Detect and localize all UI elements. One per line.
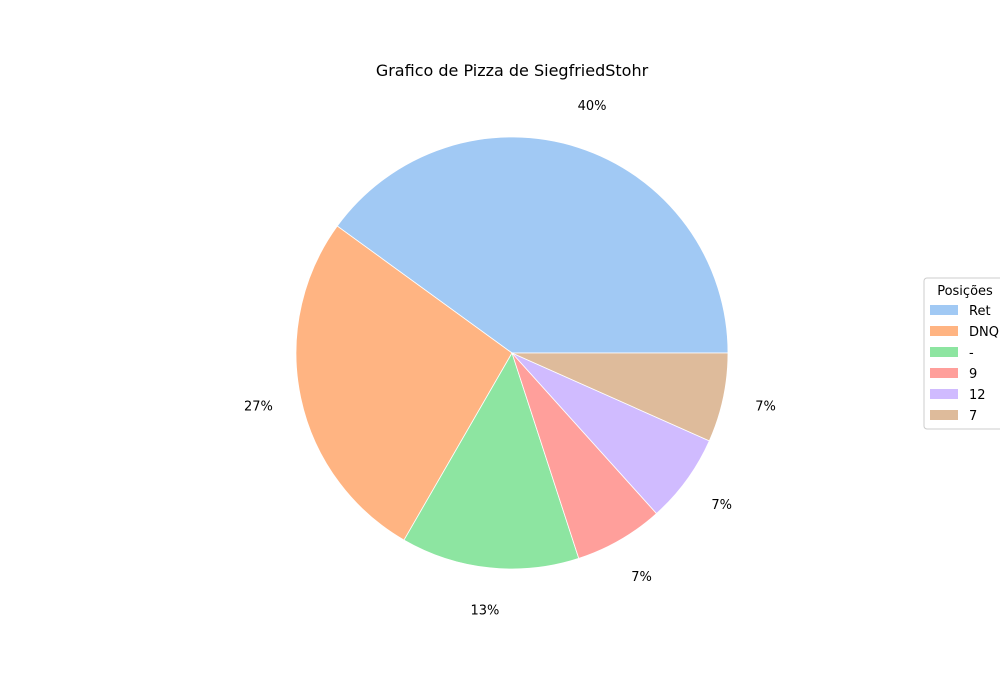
legend: Posições Ret DNQ - 9 12 7: [923, 277, 1000, 430]
legend-swatch-7: [930, 410, 958, 420]
pie-percent-label-12: 7%: [711, 498, 732, 513]
pie-slice-dash: [403, 352, 580, 570]
legend-label-dnq: DNQ: [969, 325, 999, 340]
pie-percent-label-dnq: 27%: [244, 399, 273, 414]
pie-percent-label-7: 7%: [755, 399, 776, 414]
legend-label-7: 7: [969, 409, 977, 424]
pie-percent-label-ret: 40%: [578, 99, 607, 114]
legend-swatch-9: [930, 368, 958, 378]
pie-percent-label-dash: 13%: [470, 603, 499, 618]
legend-items: Ret DNQ - 9 12 7: [930, 304, 999, 424]
pie-slice-ret: [336, 136, 729, 354]
legend-swatch-dash: [930, 347, 958, 357]
legend-label-dash: -: [969, 346, 974, 361]
legend-label-12: 12: [969, 388, 986, 403]
pie-slices: [295, 136, 729, 570]
legend-swatch-12: [930, 389, 958, 399]
legend-label-ret: Ret: [969, 304, 991, 319]
pie-slice-7: [511, 352, 729, 442]
chart-title: Grafico de Pizza de SiegfriedStohr: [376, 61, 649, 80]
legend-title: Posições: [937, 284, 993, 299]
legend-swatch-dnq: [930, 326, 958, 336]
pie-percent-label-9: 7%: [631, 570, 652, 585]
legend-swatch-ret: [930, 305, 958, 315]
pie-percent-labels: 40% 27% 13% 7% 7% 7%: [244, 99, 776, 618]
legend-label-9: 9: [969, 367, 977, 382]
pie-slice-dnq: [295, 225, 513, 541]
